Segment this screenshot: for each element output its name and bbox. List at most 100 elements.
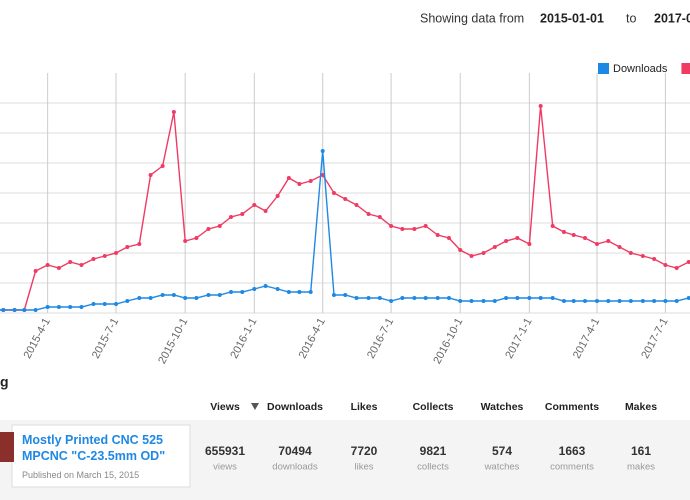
x-tick-label: 2016-10-1 [431, 316, 465, 366]
data-point [114, 251, 119, 255]
data-point [297, 290, 302, 294]
data-point [492, 245, 497, 249]
data-point [206, 293, 211, 297]
data-point [320, 173, 325, 177]
data-point [56, 305, 61, 309]
data-point [686, 296, 690, 300]
data-point [628, 299, 633, 303]
data-point [652, 299, 657, 303]
data-point [183, 296, 188, 300]
data-point [148, 296, 153, 300]
column-header[interactable]: Makes [625, 401, 657, 413]
data-point [446, 236, 451, 240]
data-point [183, 239, 188, 243]
stat-value: 574 [492, 444, 512, 458]
data-point [125, 299, 130, 303]
column-header[interactable]: Collects [413, 401, 454, 413]
data-point [194, 236, 199, 240]
data-point [160, 164, 165, 168]
published-date: Published on March 15, 2015 [22, 470, 140, 480]
data-point [33, 308, 38, 312]
data-point [79, 263, 84, 267]
stat-value: 9821 [420, 444, 447, 458]
data-point [91, 302, 96, 306]
data-point [12, 308, 17, 312]
data-point [1, 308, 6, 312]
item-card [11, 424, 191, 488]
data-point [400, 296, 405, 300]
data-point [561, 299, 566, 303]
column-header[interactable]: Watches [481, 401, 524, 413]
data-point [297, 182, 302, 186]
data-point [275, 194, 280, 198]
data-point [595, 299, 600, 303]
data-point [252, 203, 257, 207]
data-point [582, 299, 587, 303]
data-point [343, 197, 348, 201]
x-tick-label: 2016-4-1 [297, 316, 328, 361]
data-point [423, 224, 428, 228]
data-point [571, 299, 576, 303]
legend-label: Downloads [613, 63, 668, 75]
data-point [45, 263, 50, 267]
section-title: g [0, 374, 9, 390]
data-point [286, 176, 291, 180]
x-tick-label: 2017-1-1 [503, 316, 534, 361]
data-point [137, 242, 142, 246]
stat-unit: downloads [272, 462, 318, 473]
x-tick-label: 2016-1-1 [228, 316, 259, 361]
stat-unit: watches [484, 462, 520, 473]
data-point [217, 224, 222, 228]
data-point [33, 269, 38, 273]
column-header[interactable]: Downloads [267, 401, 323, 413]
column-header[interactable]: Views [210, 401, 240, 413]
data-point [79, 305, 84, 309]
data-point [412, 227, 417, 231]
data-point [331, 191, 336, 195]
stat-unit: views [213, 462, 237, 473]
data-point [286, 290, 291, 294]
data-point [114, 302, 119, 306]
range-label: Showing data from [420, 11, 524, 25]
range-from[interactable]: 2015-01-01 [540, 11, 604, 25]
data-point [640, 254, 645, 258]
data-point [435, 296, 440, 300]
data-point [148, 173, 153, 177]
sort-arrow[interactable] [251, 403, 259, 410]
range-to[interactable]: 2017-0 [654, 11, 690, 25]
column-header[interactable]: Likes [351, 401, 378, 413]
data-point [68, 305, 73, 309]
data-point [469, 254, 474, 258]
data-point [240, 290, 245, 294]
data-point [550, 224, 555, 228]
x-tick-label: 2015-10-1 [156, 316, 190, 366]
stat-value: 7720 [351, 444, 378, 458]
data-point [240, 212, 245, 216]
data-point [56, 266, 61, 270]
data-point [481, 251, 486, 255]
data-point [515, 236, 520, 240]
data-point [412, 296, 417, 300]
data-point [400, 227, 405, 231]
data-point [686, 260, 690, 264]
data-point [331, 293, 336, 297]
data-point [446, 296, 451, 300]
data-point [640, 299, 645, 303]
data-point [538, 104, 543, 108]
column-header[interactable]: Comments [545, 401, 599, 413]
data-point [137, 296, 142, 300]
stat-value: 70494 [278, 444, 312, 458]
x-tick-label: 2017-4-1 [571, 316, 602, 361]
data-point [606, 299, 611, 303]
stat-value: 161 [631, 444, 651, 458]
x-tick-label: 2017-7-1 [639, 316, 670, 361]
data-point [206, 227, 211, 231]
item-title[interactable]: Mostly Printed CNC 525 MPCNC "C-23.5mm O… [22, 433, 166, 463]
data-point [674, 299, 679, 303]
stat-unit: comments [550, 462, 594, 473]
data-point [527, 296, 532, 300]
data-point [45, 305, 50, 309]
x-tick-label: 2015-7-1 [90, 316, 121, 361]
series-line [0, 150, 690, 311]
